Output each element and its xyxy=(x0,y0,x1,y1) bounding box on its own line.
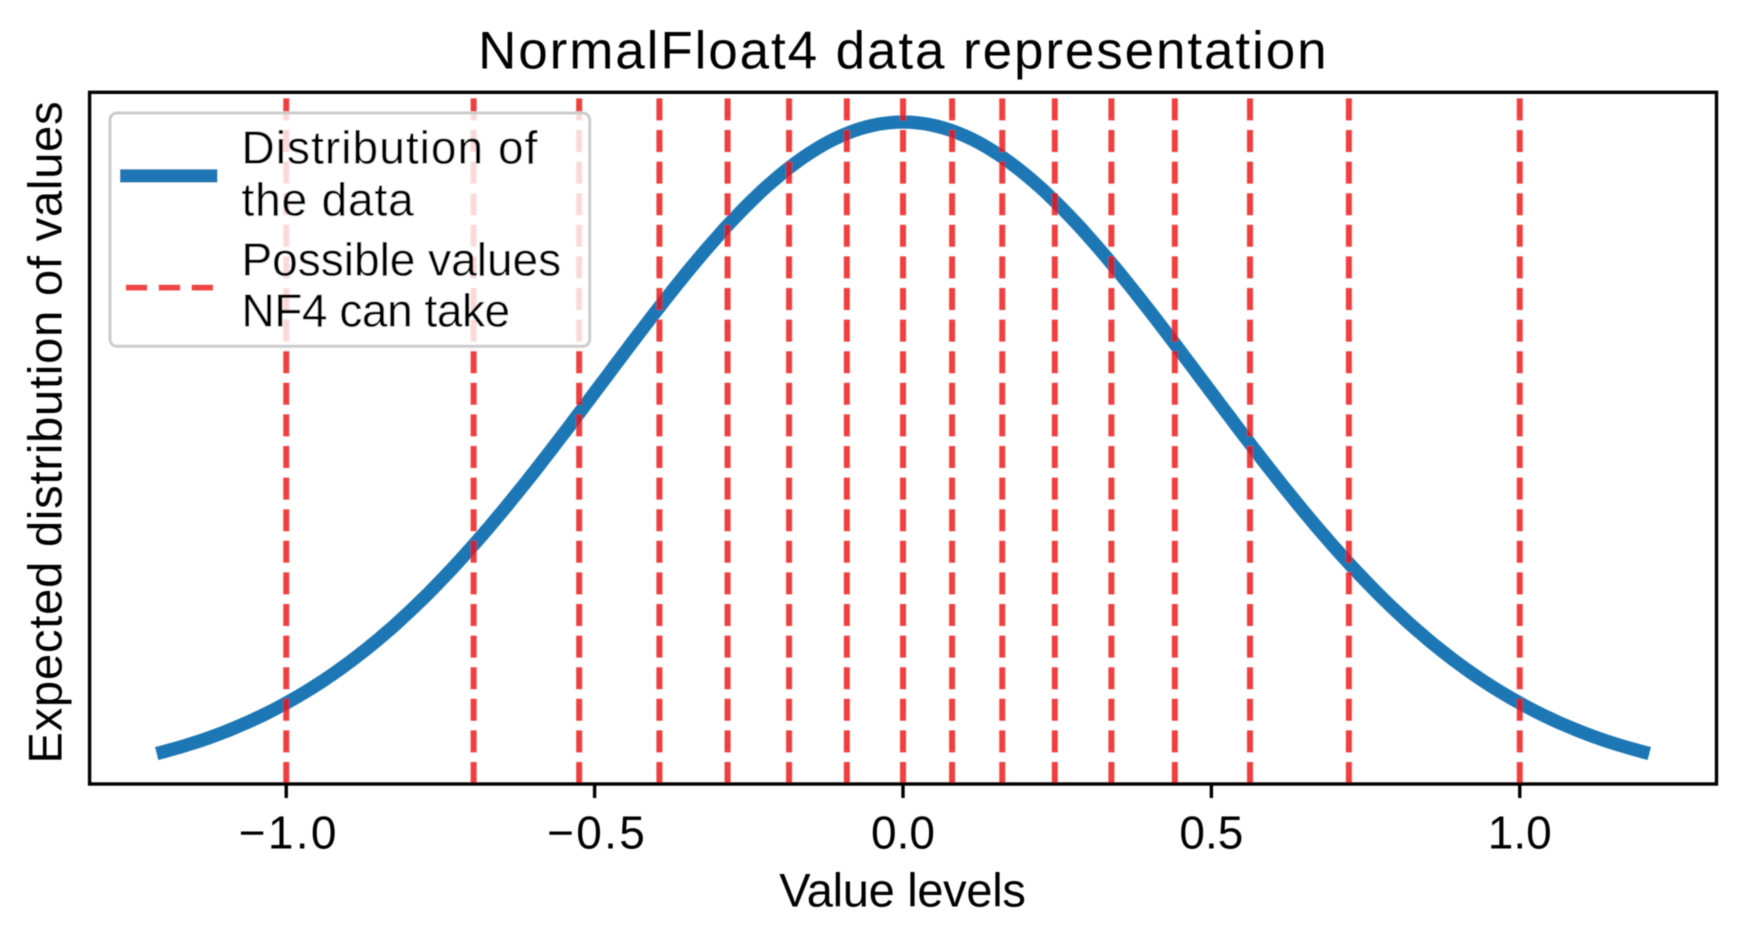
svg-text:Expected distribution of value: Expected distribution of values xyxy=(19,101,72,764)
svg-text:the data: the data xyxy=(242,174,415,226)
svg-text:1.0: 1.0 xyxy=(1488,807,1552,859)
svg-text:NF4 can take: NF4 can take xyxy=(242,285,510,337)
svg-text:Value levels: Value levels xyxy=(779,864,1025,917)
svg-text:−0.5: −0.5 xyxy=(547,807,647,859)
svg-text:0.5: 0.5 xyxy=(1179,807,1243,859)
svg-text:0.0: 0.0 xyxy=(871,807,935,859)
svg-text:−1.0: −1.0 xyxy=(239,807,339,859)
svg-text:Possible values: Possible values xyxy=(242,234,562,286)
svg-text:Distribution of: Distribution of xyxy=(242,122,539,174)
svg-text:NormalFloat4 data representati: NormalFloat4 data representation xyxy=(478,21,1328,80)
